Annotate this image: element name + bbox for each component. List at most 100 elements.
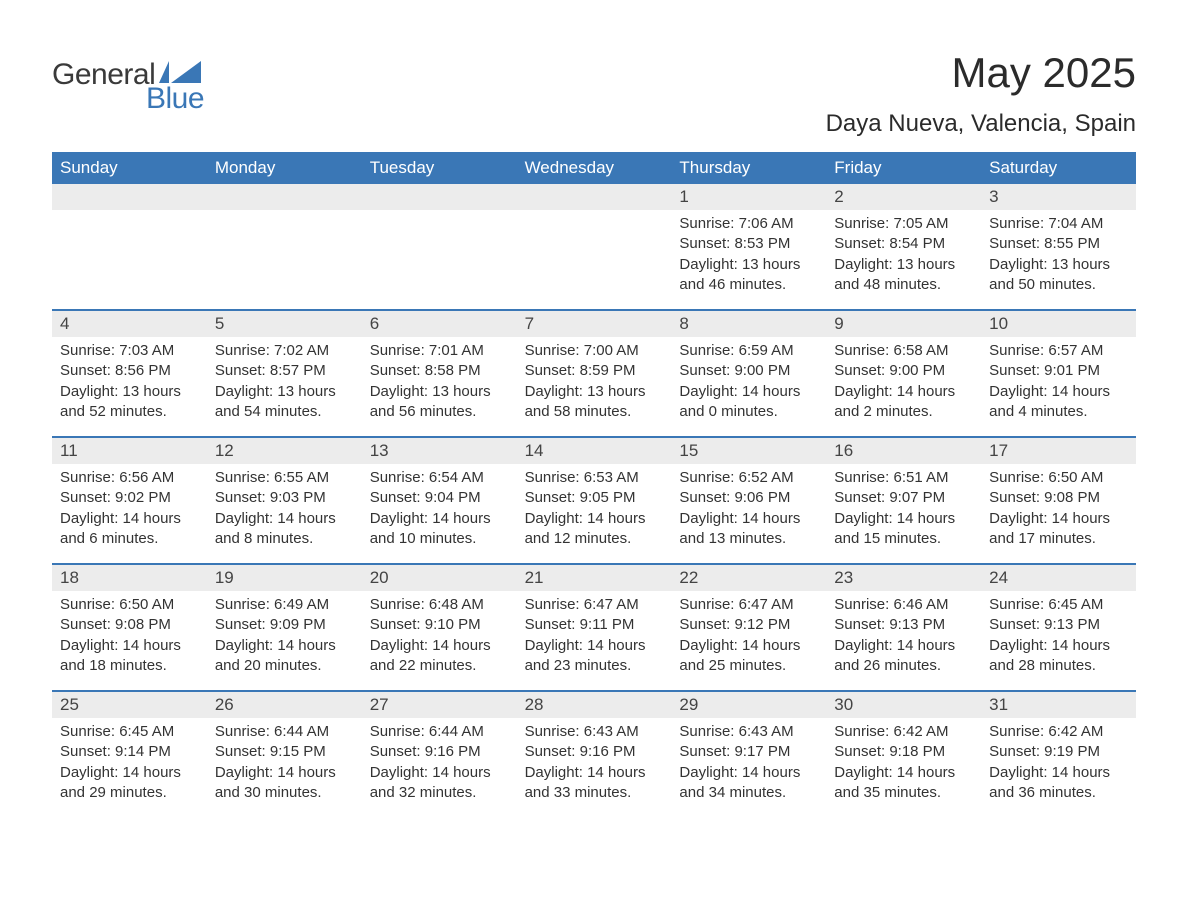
sunrise-line: Sunrise: 6:42 AM bbox=[989, 722, 1128, 742]
sunrise-line: Sunrise: 6:51 AM bbox=[834, 468, 973, 488]
day-number: 12 bbox=[215, 441, 234, 460]
day-number-bar: 2 bbox=[826, 184, 981, 210]
sunset-line: Sunset: 8:56 PM bbox=[60, 361, 199, 381]
sunrise-line: Sunrise: 6:45 AM bbox=[60, 722, 199, 742]
daylight-line: Daylight: 13 hours and 50 minutes. bbox=[989, 255, 1128, 296]
calendar-day-cell: 25Sunrise: 6:45 AMSunset: 9:14 PMDayligh… bbox=[52, 692, 207, 817]
daylight-line: Daylight: 13 hours and 56 minutes. bbox=[370, 382, 509, 423]
day-number: 19 bbox=[215, 568, 234, 587]
daylight-line: Daylight: 14 hours and 32 minutes. bbox=[370, 763, 509, 804]
day-number: 23 bbox=[834, 568, 853, 587]
sunset-line: Sunset: 9:08 PM bbox=[60, 615, 199, 635]
calendar-day-cell: 2Sunrise: 7:05 AMSunset: 8:54 PMDaylight… bbox=[826, 184, 981, 309]
sunset-line: Sunset: 9:13 PM bbox=[989, 615, 1128, 635]
calendar-day-cell: 12Sunrise: 6:55 AMSunset: 9:03 PMDayligh… bbox=[207, 438, 362, 563]
sunset-line: Sunset: 8:58 PM bbox=[370, 361, 509, 381]
sunrise-line: Sunrise: 6:53 AM bbox=[525, 468, 664, 488]
calendar-day-cell: 28Sunrise: 6:43 AMSunset: 9:16 PMDayligh… bbox=[517, 692, 672, 817]
daylight-line: Daylight: 14 hours and 20 minutes. bbox=[215, 636, 354, 677]
calendar-day-cell: 27Sunrise: 6:44 AMSunset: 9:16 PMDayligh… bbox=[362, 692, 517, 817]
sunset-line: Sunset: 9:17 PM bbox=[679, 742, 818, 762]
daylight-line: Daylight: 14 hours and 23 minutes. bbox=[525, 636, 664, 677]
day-number: 5 bbox=[215, 314, 224, 333]
day-number-bar: 12 bbox=[207, 438, 362, 464]
daylight-line: Daylight: 13 hours and 48 minutes. bbox=[834, 255, 973, 296]
daylight-line: Daylight: 14 hours and 36 minutes. bbox=[989, 763, 1128, 804]
sunrise-line: Sunrise: 6:52 AM bbox=[679, 468, 818, 488]
logo-text-blue: Blue bbox=[146, 82, 204, 116]
sunrise-line: Sunrise: 6:46 AM bbox=[834, 595, 973, 615]
day-number: 4 bbox=[60, 314, 69, 333]
calendar-day-cell: 13Sunrise: 6:54 AMSunset: 9:04 PMDayligh… bbox=[362, 438, 517, 563]
sunset-line: Sunset: 8:55 PM bbox=[989, 234, 1128, 254]
calendar-day-cell: 22Sunrise: 6:47 AMSunset: 9:12 PMDayligh… bbox=[671, 565, 826, 690]
calendar-week: 25Sunrise: 6:45 AMSunset: 9:14 PMDayligh… bbox=[52, 690, 1136, 817]
weekday-header-row: SundayMondayTuesdayWednesdayThursdayFrid… bbox=[52, 152, 1136, 184]
calendar-day-cell: . bbox=[517, 184, 672, 309]
sunrise-line: Sunrise: 6:50 AM bbox=[989, 468, 1128, 488]
day-number: 14 bbox=[525, 441, 544, 460]
day-number: 20 bbox=[370, 568, 389, 587]
calendar-day-cell: 16Sunrise: 6:51 AMSunset: 9:07 PMDayligh… bbox=[826, 438, 981, 563]
day-number-bar: 4 bbox=[52, 311, 207, 337]
day-number: 2 bbox=[834, 187, 843, 206]
page-title: May 2025 bbox=[826, 50, 1136, 96]
sunset-line: Sunset: 9:00 PM bbox=[834, 361, 973, 381]
day-number: 6 bbox=[370, 314, 379, 333]
day-number-bar: . bbox=[517, 184, 672, 210]
day-number-bar: 5 bbox=[207, 311, 362, 337]
weekday-header: Saturday bbox=[981, 152, 1136, 184]
calendar: SundayMondayTuesdayWednesdayThursdayFrid… bbox=[52, 152, 1136, 817]
day-number: 29 bbox=[679, 695, 698, 714]
sunset-line: Sunset: 8:59 PM bbox=[525, 361, 664, 381]
day-number-bar: 31 bbox=[981, 692, 1136, 718]
calendar-day-cell: 19Sunrise: 6:49 AMSunset: 9:09 PMDayligh… bbox=[207, 565, 362, 690]
sunrise-line: Sunrise: 6:47 AM bbox=[679, 595, 818, 615]
calendar-body: ....1Sunrise: 7:06 AMSunset: 8:53 PMDayl… bbox=[52, 184, 1136, 817]
day-number: 13 bbox=[370, 441, 389, 460]
day-number-bar: 6 bbox=[362, 311, 517, 337]
daylight-line: Daylight: 14 hours and 35 minutes. bbox=[834, 763, 973, 804]
weekday-header: Friday bbox=[826, 152, 981, 184]
daylight-line: Daylight: 14 hours and 33 minutes. bbox=[525, 763, 664, 804]
daylight-line: Daylight: 14 hours and 22 minutes. bbox=[370, 636, 509, 677]
calendar-page: General Blue May 2025 Daya Nueva, Valenc… bbox=[0, 0, 1188, 857]
day-number-bar: 11 bbox=[52, 438, 207, 464]
logo: General Blue bbox=[52, 50, 204, 116]
day-number-bar: . bbox=[362, 184, 517, 210]
day-number: 11 bbox=[60, 441, 78, 460]
calendar-day-cell: 18Sunrise: 6:50 AMSunset: 9:08 PMDayligh… bbox=[52, 565, 207, 690]
day-number: 18 bbox=[60, 568, 79, 587]
day-number-bar: . bbox=[207, 184, 362, 210]
sunset-line: Sunset: 9:10 PM bbox=[370, 615, 509, 635]
sunset-line: Sunset: 9:15 PM bbox=[215, 742, 354, 762]
day-number: 31 bbox=[989, 695, 1008, 714]
weekday-header: Sunday bbox=[52, 152, 207, 184]
header: General Blue May 2025 Daya Nueva, Valenc… bbox=[52, 50, 1136, 138]
calendar-day-cell: 21Sunrise: 6:47 AMSunset: 9:11 PMDayligh… bbox=[517, 565, 672, 690]
daylight-line: Daylight: 14 hours and 6 minutes. bbox=[60, 509, 199, 550]
calendar-week: 18Sunrise: 6:50 AMSunset: 9:08 PMDayligh… bbox=[52, 563, 1136, 690]
day-number: 9 bbox=[834, 314, 843, 333]
day-number-bar: 28 bbox=[517, 692, 672, 718]
calendar-day-cell: 23Sunrise: 6:46 AMSunset: 9:13 PMDayligh… bbox=[826, 565, 981, 690]
sunset-line: Sunset: 8:57 PM bbox=[215, 361, 354, 381]
day-number: 27 bbox=[370, 695, 389, 714]
daylight-line: Daylight: 13 hours and 52 minutes. bbox=[60, 382, 199, 423]
sunset-line: Sunset: 9:05 PM bbox=[525, 488, 664, 508]
daylight-line: Daylight: 14 hours and 26 minutes. bbox=[834, 636, 973, 677]
day-number-bar: 17 bbox=[981, 438, 1136, 464]
day-number: 26 bbox=[215, 695, 234, 714]
sunrise-line: Sunrise: 7:01 AM bbox=[370, 341, 509, 361]
day-number: 8 bbox=[679, 314, 688, 333]
day-number: 21 bbox=[525, 568, 544, 587]
daylight-line: Daylight: 13 hours and 46 minutes. bbox=[679, 255, 818, 296]
sunrise-line: Sunrise: 7:02 AM bbox=[215, 341, 354, 361]
day-number-bar: 18 bbox=[52, 565, 207, 591]
calendar-week: 4Sunrise: 7:03 AMSunset: 8:56 PMDaylight… bbox=[52, 309, 1136, 436]
calendar-day-cell: 20Sunrise: 6:48 AMSunset: 9:10 PMDayligh… bbox=[362, 565, 517, 690]
calendar-day-cell: 17Sunrise: 6:50 AMSunset: 9:08 PMDayligh… bbox=[981, 438, 1136, 563]
day-number: 22 bbox=[679, 568, 698, 587]
sunrise-line: Sunrise: 6:43 AM bbox=[679, 722, 818, 742]
daylight-line: Daylight: 14 hours and 17 minutes. bbox=[989, 509, 1128, 550]
